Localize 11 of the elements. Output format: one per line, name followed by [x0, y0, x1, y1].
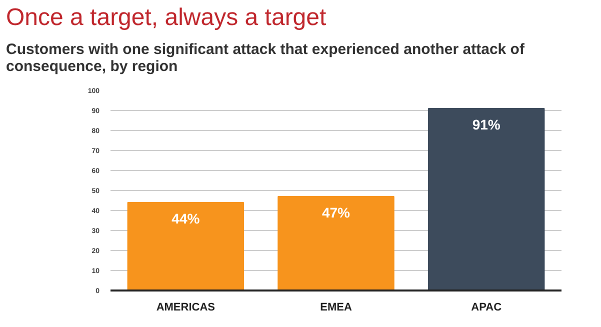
data-label: 47%: [322, 204, 351, 220]
data-label: 91%: [472, 116, 501, 132]
data-label: 44%: [172, 210, 200, 226]
chart-title: Once a target, always a target: [6, 4, 326, 31]
x-tick-label: EMEA: [320, 302, 352, 314]
chart-subtitle: Customers with one significant attack that experienced another attack of consequence, by region: [6, 41, 526, 75]
bar: [428, 108, 545, 290]
bar: [127, 202, 244, 290]
bar: [278, 196, 394, 290]
x-tick-label: APAC: [471, 302, 502, 314]
x-tick-label: AMERICAS: [156, 302, 216, 314]
